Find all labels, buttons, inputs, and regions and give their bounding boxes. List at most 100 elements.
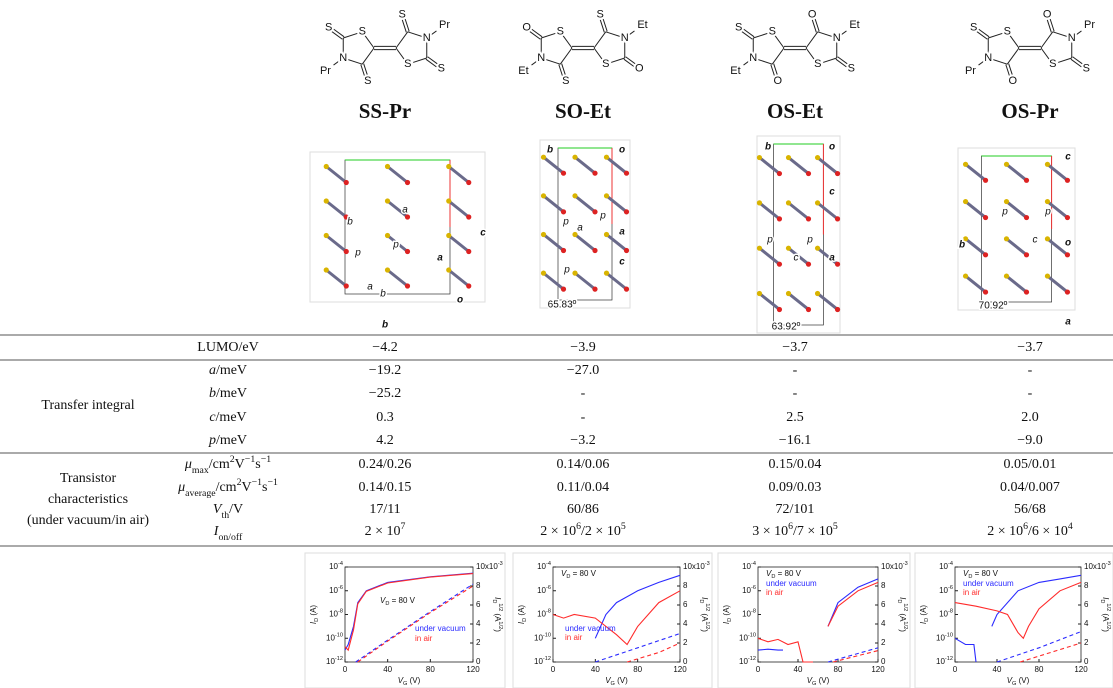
text-part: (A): [517, 605, 526, 618]
atom-label: O: [774, 75, 783, 87]
y2-tick-label: 4: [881, 619, 886, 628]
x-axis-title: VG (V): [807, 676, 830, 687]
text-part: μ: [177, 480, 185, 495]
text-part: (A): [309, 605, 318, 618]
crystal-label: c: [829, 187, 835, 198]
crystal-label: c: [794, 253, 799, 264]
cell: −4.2: [372, 340, 397, 355]
atom: [806, 216, 811, 221]
text-part: -4: [751, 561, 756, 567]
text-part: -6: [751, 585, 756, 591]
text-part: ): [493, 629, 502, 632]
x-tick-label: 0: [953, 665, 958, 674]
molecule: [966, 276, 986, 292]
atom: [592, 209, 597, 214]
cell: −3.9: [570, 340, 595, 355]
atom: [835, 262, 840, 267]
crystal-label: 70.92º: [979, 301, 1008, 312]
text-part: -12: [543, 656, 551, 662]
atom: [324, 267, 329, 272]
molecule: [544, 273, 564, 289]
atom: [835, 307, 840, 312]
cell: 3 × 106/7 × 105: [752, 521, 838, 539]
compound-name: SS-Pr: [359, 99, 412, 123]
bond: [1073, 57, 1084, 65]
atom: [786, 291, 791, 296]
x-tick-label: 120: [466, 665, 480, 674]
y2-tick-label: 6: [476, 600, 481, 609]
atom: [815, 246, 820, 251]
molecule: [388, 270, 408, 286]
x-axis-title: VG (V): [398, 676, 421, 687]
y2-tick-label: 4: [1084, 619, 1089, 628]
text-part: 10x10: [1084, 562, 1106, 571]
molecule: [326, 201, 346, 217]
bond: [426, 59, 437, 67]
atom: [815, 291, 820, 296]
atom: [777, 216, 782, 221]
molecule: [326, 167, 346, 183]
x-axis-title: VG (V): [605, 676, 628, 687]
unit-cell: [981, 156, 1051, 302]
atom-label: S: [364, 75, 371, 87]
y2-tick-label: 0: [476, 657, 481, 666]
y2-tick-label: 2: [881, 638, 886, 647]
text-part: -12: [945, 656, 953, 662]
atom-label: Pr: [320, 65, 331, 77]
text-part: -4: [546, 561, 551, 567]
molecule: [575, 273, 595, 289]
atom: [324, 164, 329, 169]
text-part: 1/2: [902, 603, 908, 611]
cell: -: [581, 386, 586, 401]
atom: [963, 162, 968, 167]
group-label: characteristics: [48, 492, 128, 507]
atom-label: S: [1004, 26, 1011, 38]
atom: [561, 209, 566, 214]
y-tick-label: 10-6: [939, 585, 953, 595]
cell: 0.3: [376, 410, 394, 425]
crystal-panel: bocacpp63.92º: [757, 136, 840, 333]
y-tick-label: 10-10: [936, 633, 953, 643]
text-part: -6: [948, 585, 953, 591]
molecule: [449, 201, 469, 217]
atom-label: N: [749, 52, 757, 64]
y-tick-label: 10-6: [329, 585, 343, 595]
atom: [466, 249, 471, 254]
text-part: LUMO/eV: [197, 340, 258, 355]
crystal-label: p: [563, 265, 570, 276]
x-tick-label: 120: [871, 665, 885, 674]
x-tick-label: 40: [993, 665, 1002, 674]
cell: −3.7: [782, 340, 807, 355]
text-part: = 80 V: [972, 569, 998, 578]
molecule: [789, 158, 809, 174]
atom: [786, 246, 791, 251]
text-part: -4: [948, 561, 953, 567]
bond: [838, 57, 849, 65]
atom: [1024, 178, 1029, 183]
atom-label: N: [423, 32, 431, 44]
cell: -: [1028, 363, 1033, 378]
atom: [405, 249, 410, 254]
cell: −16.1: [779, 433, 811, 448]
atom-label: S: [557, 26, 564, 38]
cell: 0.05/0.01: [1004, 457, 1057, 472]
text-part: average: [185, 488, 216, 499]
atom: [344, 180, 349, 185]
data-line: [345, 574, 473, 651]
atom: [385, 198, 390, 203]
y2-tick-label: 8: [683, 581, 688, 590]
crystal-label: p: [562, 217, 569, 228]
text-part: -10: [748, 633, 756, 639]
atom-label: S: [325, 21, 332, 33]
molecule: [326, 236, 346, 252]
molecule: [607, 273, 627, 289]
crystal-label: b: [347, 217, 353, 228]
text-part: -8: [338, 609, 343, 615]
text-part: = 80 V: [570, 569, 596, 578]
crystal-label: p: [392, 240, 399, 251]
text-part: on/off: [218, 532, 243, 543]
atom: [1065, 178, 1070, 183]
x-tick-label: 40: [591, 665, 600, 674]
text-part: 7: [401, 521, 406, 532]
text-part: (V): [615, 676, 628, 685]
